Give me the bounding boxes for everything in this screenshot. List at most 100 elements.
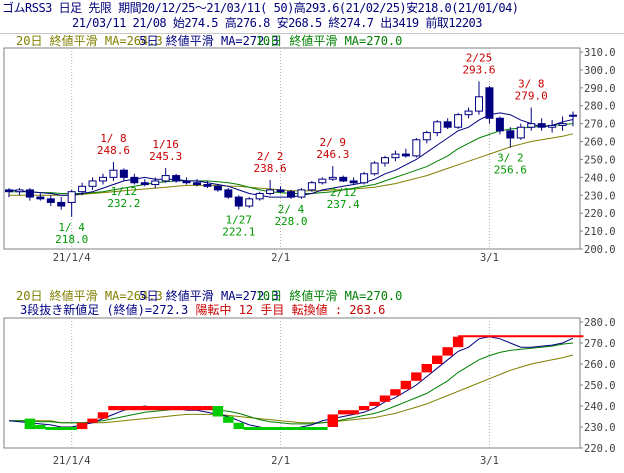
candle-body-up	[558, 123, 567, 126]
legend-entry: 20日 終値平滑 MA=264.3	[16, 288, 163, 303]
candle-body-up	[391, 153, 400, 159]
brick-up	[97, 412, 109, 419]
y-tick-label: 310.0	[584, 47, 616, 59]
brick-up	[191, 406, 203, 411]
candle-body-down	[234, 196, 243, 207]
brick-down	[296, 427, 307, 430]
high-annotation-value: 238.6	[254, 162, 287, 175]
candle-body-down	[193, 182, 201, 186]
high-annotation-value: 246.3	[316, 148, 349, 161]
status-segment: 陽転中 12 手目 転換値 : 263.6	[188, 302, 385, 317]
candle-body-up	[88, 180, 97, 187]
candle-body-up	[527, 123, 536, 128]
y-tick-label: 280.0	[584, 317, 616, 329]
candle-body-up	[381, 157, 389, 164]
candle-body-down	[401, 153, 410, 157]
brick-down	[223, 416, 234, 423]
x-tick-label: 2/1	[271, 252, 290, 264]
high-annotation-value: 248.6	[97, 144, 130, 157]
brick-up	[108, 406, 119, 411]
low-annotation-date: 1/ 4	[58, 221, 85, 234]
candle-body-down	[349, 180, 358, 184]
candle-body-down	[119, 169, 128, 178]
x-tick-label: 3/1	[480, 455, 499, 467]
low-annotation-value: 228.0	[274, 215, 307, 228]
y-tick-label: 240.0	[584, 172, 616, 184]
brick-down	[24, 418, 36, 430]
brick-down	[212, 406, 224, 417]
low-annotation-date: 3/ 2	[497, 152, 524, 165]
candle-body-up	[15, 189, 24, 193]
brick-down	[66, 427, 77, 430]
candle-body-up	[454, 114, 463, 128]
candle-body-down	[443, 121, 452, 128]
candle-body-up	[370, 162, 379, 175]
low-annotation-date: 1/12	[111, 185, 138, 198]
candle-body-down	[182, 180, 191, 184]
candle-body-down	[25, 189, 34, 198]
candle-body-down	[36, 196, 45, 200]
candle-body-down	[130, 176, 139, 184]
legend-entry: 5日 終値平滑 MA=272.3	[139, 288, 278, 303]
brick-up	[160, 406, 171, 411]
brick-up	[432, 355, 443, 364]
brick-up	[358, 406, 370, 411]
y-tick-label: 220.0	[584, 208, 616, 220]
y-tick-label: 250.0	[584, 380, 616, 392]
candle-body-up	[161, 175, 170, 182]
candle-body-up	[412, 139, 421, 157]
brick-up	[150, 406, 161, 411]
y-tick-label: 240.0	[584, 401, 616, 413]
candle-body-up	[433, 121, 442, 134]
y-tick-label: 250.0	[584, 154, 616, 166]
brick-down	[285, 427, 297, 430]
plot-frame-0	[3, 47, 581, 250]
brick-up	[181, 406, 192, 411]
candle-body-down	[485, 87, 494, 119]
low-annotation-value: 218.0	[55, 233, 88, 246]
low-annotation-value: 256.6	[494, 164, 527, 177]
high-annotation-value: 245.3	[149, 150, 182, 163]
brick-up	[452, 336, 464, 348]
low-annotation-date: 2/ 4	[278, 203, 305, 216]
candle-body-up	[360, 173, 369, 184]
brick-down	[56, 427, 67, 430]
candle-body-up	[151, 180, 160, 186]
brick-up	[442, 347, 453, 356]
candle-body-up	[464, 110, 473, 116]
brick-down	[254, 427, 265, 430]
candle-body-down	[287, 191, 295, 198]
ma20-series-line	[9, 354, 574, 424]
candle-body-up	[99, 176, 107, 182]
brick-up	[390, 389, 401, 396]
y-tick-label: 300.0	[584, 65, 616, 77]
ma5-series-line	[8, 336, 574, 430]
legend-entry: 5日 終値平滑 MA=272.3	[139, 33, 278, 48]
candle-body-down	[203, 184, 212, 187]
high-annotation-date: 2/ 9	[320, 136, 347, 149]
candle-body-up	[475, 96, 483, 112]
brick-down	[306, 427, 318, 430]
brick-up	[327, 414, 338, 427]
y-tick-label: 230.0	[584, 422, 616, 434]
x-tick-label: 3/1	[480, 252, 499, 264]
candle-body-up	[516, 126, 525, 139]
candle-body-down	[46, 198, 55, 203]
candle-body-down	[224, 189, 233, 198]
low-annotation-date: 1/27	[226, 213, 253, 226]
y-tick-label: 260.0	[584, 137, 616, 149]
candle-body-down	[57, 201, 66, 207]
low-annotation-value: 222.1	[222, 225, 255, 238]
y-tick-label: 270.0	[584, 119, 616, 131]
status-line: 3段抜き新値足 (終値)=272.3 陽転中 12 手目 転換値 : 263.6	[20, 302, 385, 317]
x-tick-label: 21/1/4	[53, 252, 91, 264]
high-annotation-value: 279.0	[515, 90, 548, 103]
high-annotation-date: 3/ 8	[518, 78, 545, 91]
candle-body-up	[255, 192, 264, 200]
candle-body-up	[266, 189, 275, 194]
brick-up	[170, 406, 182, 411]
low-annotation-date: 2/12	[330, 186, 357, 199]
brick-up	[202, 406, 213, 411]
high-annotation-value: 293.6	[462, 63, 495, 76]
